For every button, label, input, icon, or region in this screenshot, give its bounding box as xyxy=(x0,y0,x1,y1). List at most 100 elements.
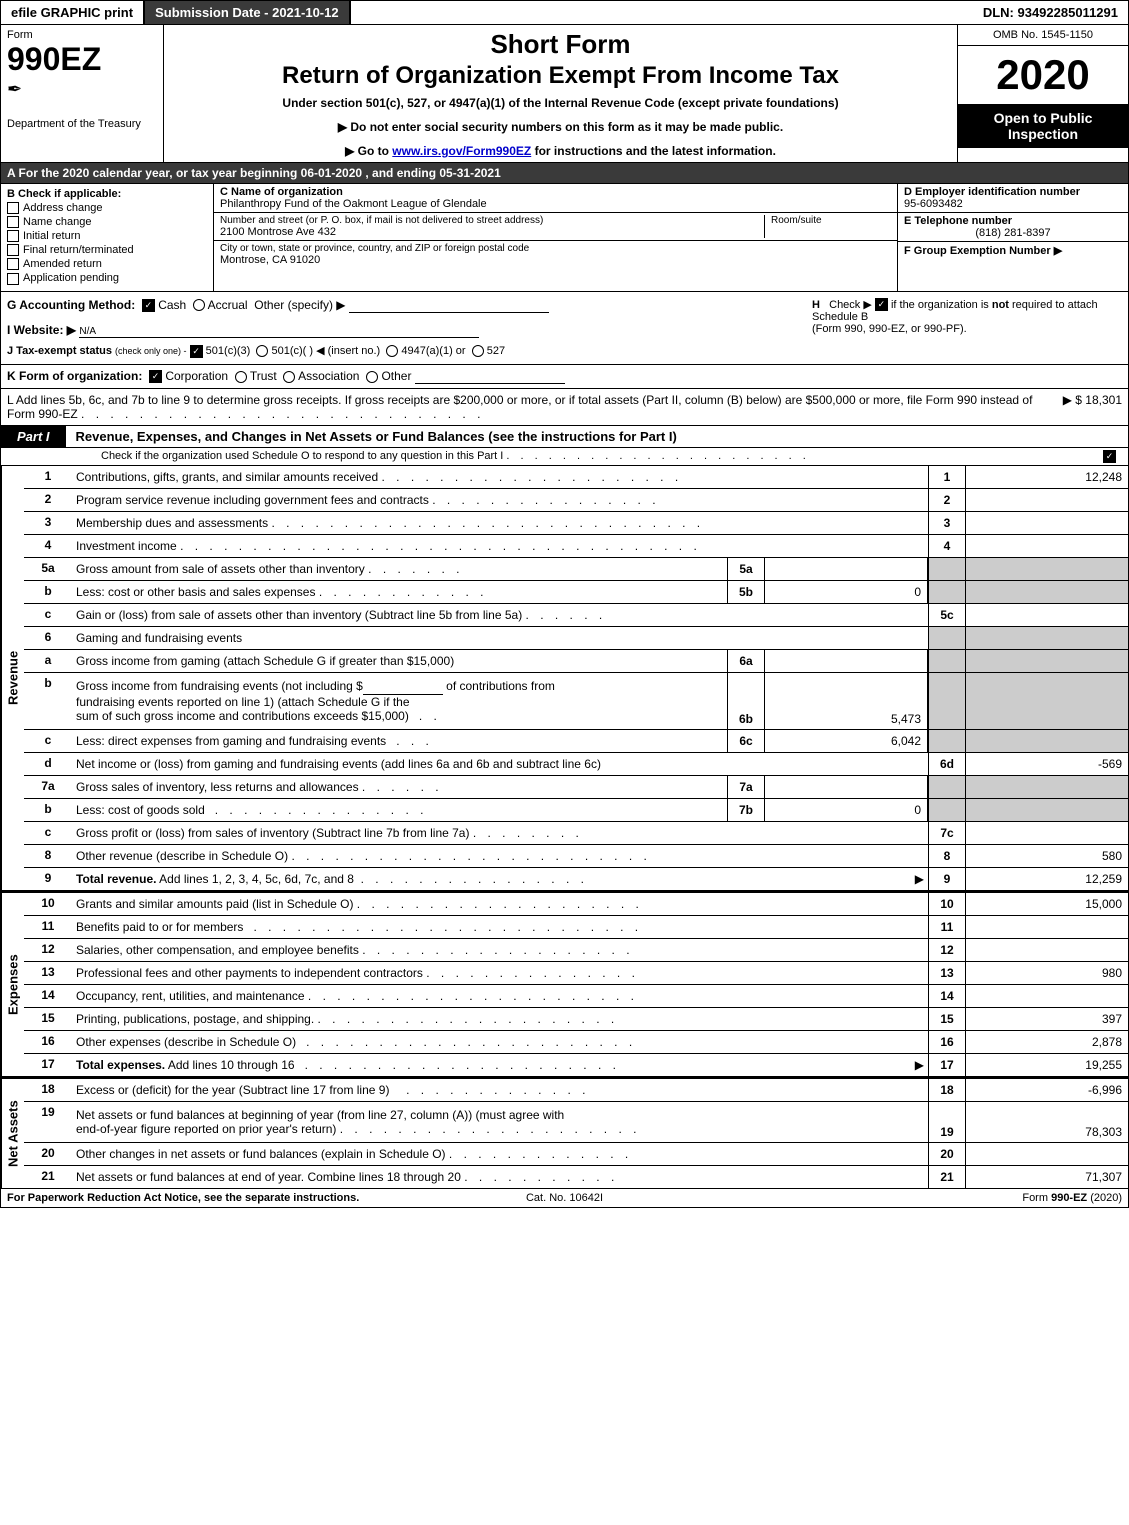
line-12: 12 Salaries, other compensation, and emp… xyxy=(24,939,1128,962)
group-exemption-label: F Group Exemption Number ▶ xyxy=(904,244,1122,257)
line-7c: c Gross profit or (loss) from sales of i… xyxy=(24,822,1128,845)
line-4: 4 Investment income . . . . . . . . . . … xyxy=(24,535,1128,558)
part1-check[interactable]: ✓ xyxy=(1097,450,1122,463)
line-5c: c Gain or (loss) from sale of assets oth… xyxy=(24,604,1128,627)
phone-value: (818) 281-8397 xyxy=(904,227,1122,239)
irs-link[interactable]: www.irs.gov/Form990EZ xyxy=(392,144,531,158)
org-name: Philanthropy Fund of the Oakmont League … xyxy=(220,198,487,210)
arrow-icon: ▶ xyxy=(915,872,924,886)
line-6b-value: 5,473 xyxy=(765,673,928,729)
chk-address-change[interactable]: Address change xyxy=(7,202,207,214)
form-header-right: OMB No. 1545-1150 2020 Open to Public In… xyxy=(957,25,1128,162)
org-addr-label: Number and street (or P. O. box, if mail… xyxy=(220,215,764,226)
line-17: 17 Total expenses. Add lines 10 through … xyxy=(24,1054,1128,1076)
line-3-value xyxy=(966,512,1128,534)
chk-final-return[interactable]: Final return/terminated xyxy=(7,244,207,256)
section-k: K Form of organization: ✓ Corporation Tr… xyxy=(0,365,1129,389)
section-a-tax-year: A For the 2020 calendar year, or tax yea… xyxy=(0,163,1129,184)
501c-radio[interactable] xyxy=(256,345,268,357)
part1-tab: Part I xyxy=(1,426,66,447)
line-7b-value: 0 xyxy=(765,799,928,821)
instr2-post: for instructions and the latest informat… xyxy=(531,144,776,158)
line-16: 16 Other expenses (describe in Schedule … xyxy=(24,1031,1128,1054)
trust-radio[interactable] xyxy=(235,371,247,383)
chk-initial-return[interactable]: Initial return xyxy=(7,230,207,242)
short-form-title: Short Form xyxy=(174,29,947,60)
org-name-row: C Name of organization Philanthropy Fund… xyxy=(214,184,897,213)
paperwork-notice: For Paperwork Reduction Act Notice, see … xyxy=(7,1192,379,1204)
form-header-center: Short Form Return of Organization Exempt… xyxy=(164,25,957,162)
chk-name-change[interactable]: Name change xyxy=(7,216,207,228)
line-14: 14 Occupancy, rent, utilities, and maint… xyxy=(24,985,1128,1008)
room-suite: Room/suite xyxy=(764,215,891,238)
line-4-value xyxy=(966,535,1128,557)
line-3: 3 Membership dues and assessments . . . … xyxy=(24,512,1128,535)
website-label: I Website: ▶ xyxy=(7,323,76,337)
section-c: C Name of organization Philanthropy Fund… xyxy=(214,184,897,291)
section-b: B Check if applicable: Address change Na… xyxy=(1,184,214,291)
efile-print-button[interactable]: efile GRAPHIC print xyxy=(1,1,145,24)
website-field[interactable]: N/A xyxy=(79,323,479,338)
line-20: 20 Other changes in net assets or fund b… xyxy=(24,1143,1128,1166)
section-b-title: B Check if applicable: xyxy=(7,188,207,200)
line-21-value: 71,307 xyxy=(966,1166,1128,1188)
org-city-row: City or town, state or province, country… xyxy=(214,241,897,268)
chk-application-pending[interactable]: Application pending xyxy=(7,272,207,284)
line-8: 8 Other revenue (describe in Schedule O)… xyxy=(24,845,1128,868)
line-6: 6 Gaming and fundraising events xyxy=(24,627,1128,650)
line-6c: c Less: direct expenses from gaming and … xyxy=(24,730,1128,753)
h-text4: (Form 990, 990-EZ, or 990-PF). xyxy=(812,323,1122,335)
phone-row: E Telephone number (818) 281-8397 xyxy=(898,213,1128,242)
ein-value: 95-6093482 xyxy=(904,198,1122,210)
other-specify-label: Other (specify) ▶ xyxy=(254,298,345,312)
part1-subtext-row: Check if the organization used Schedule … xyxy=(0,448,1129,466)
4947-radio[interactable] xyxy=(386,345,398,357)
501c3-checkbox[interactable]: ✓ xyxy=(190,345,203,358)
line-5b: b Less: cost or other basis and sales ex… xyxy=(24,581,1128,604)
org-name-label: C Name of organization xyxy=(220,186,343,198)
line-19-value: 78,303 xyxy=(966,1102,1128,1142)
expenses-side-label: Expenses xyxy=(1,893,24,1076)
line-5c-value xyxy=(966,604,1128,626)
part1-header: Part I Revenue, Expenses, and Changes in… xyxy=(0,426,1129,448)
line-10: 10 Grants and similar amounts paid (list… xyxy=(24,893,1128,916)
line-5a: 5a Gross amount from sale of assets othe… xyxy=(24,558,1128,581)
line-6c-value: 6,042 xyxy=(765,730,928,752)
other-org-radio[interactable] xyxy=(366,371,378,383)
catalog-number: Cat. No. 10642I xyxy=(379,1192,751,1204)
line-18-value: -6,996 xyxy=(966,1079,1128,1101)
line-20-value xyxy=(966,1143,1128,1165)
org-addr-row: Number and street (or P. O. box, if mail… xyxy=(214,213,897,241)
line-6b: b Gross income from fundraising events (… xyxy=(24,673,1128,730)
ein-label: D Employer identification number xyxy=(904,186,1122,198)
line-7c-value xyxy=(966,822,1128,844)
other-specify-field[interactable] xyxy=(349,298,549,313)
line-18: 18 Excess or (deficit) for the year (Sub… xyxy=(24,1079,1128,1102)
part1-subtext: Check if the organization used Schedule … xyxy=(101,450,1097,463)
527-radio[interactable] xyxy=(472,345,484,357)
line-13-value: 980 xyxy=(966,962,1128,984)
line-1-value: 12,248 xyxy=(966,466,1128,488)
open-public-inspection: Open to Public Inspection xyxy=(958,104,1128,148)
part1-title: Revenue, Expenses, and Changes in Net As… xyxy=(66,429,1128,444)
corporation-checkbox[interactable]: ✓ xyxy=(149,370,162,383)
line-9-value: 12,259 xyxy=(966,868,1128,890)
other-org-field[interactable] xyxy=(415,369,565,384)
omb-number: OMB No. 1545-1150 xyxy=(958,25,1128,46)
submission-date: Submission Date - 2021-10-12 xyxy=(145,1,351,24)
h-check-text: Check ▶ xyxy=(829,299,872,311)
line-6a: a Gross income from gaming (attach Sched… xyxy=(24,650,1128,673)
line-12-value xyxy=(966,939,1128,961)
line-11: 11 Benefits paid to or for members . . .… xyxy=(24,916,1128,939)
line-11-value xyxy=(966,916,1128,938)
line-7a: 7a Gross sales of inventory, less return… xyxy=(24,776,1128,799)
revenue-section: Revenue 1 Contributions, gifts, grants, … xyxy=(0,466,1129,891)
h-not: not xyxy=(992,299,1009,311)
accrual-radio[interactable] xyxy=(193,299,205,311)
line-19: 19 Net assets or fund balances at beginn… xyxy=(24,1102,1128,1143)
form-header-left: Form 990EZ ✒ Department of the Treasury xyxy=(1,25,164,162)
association-radio[interactable] xyxy=(283,371,295,383)
cash-checkbox[interactable]: ✓ xyxy=(142,299,155,312)
chk-amended-return[interactable]: Amended return xyxy=(7,258,207,270)
h-checkbox[interactable]: ✓ xyxy=(875,298,888,311)
